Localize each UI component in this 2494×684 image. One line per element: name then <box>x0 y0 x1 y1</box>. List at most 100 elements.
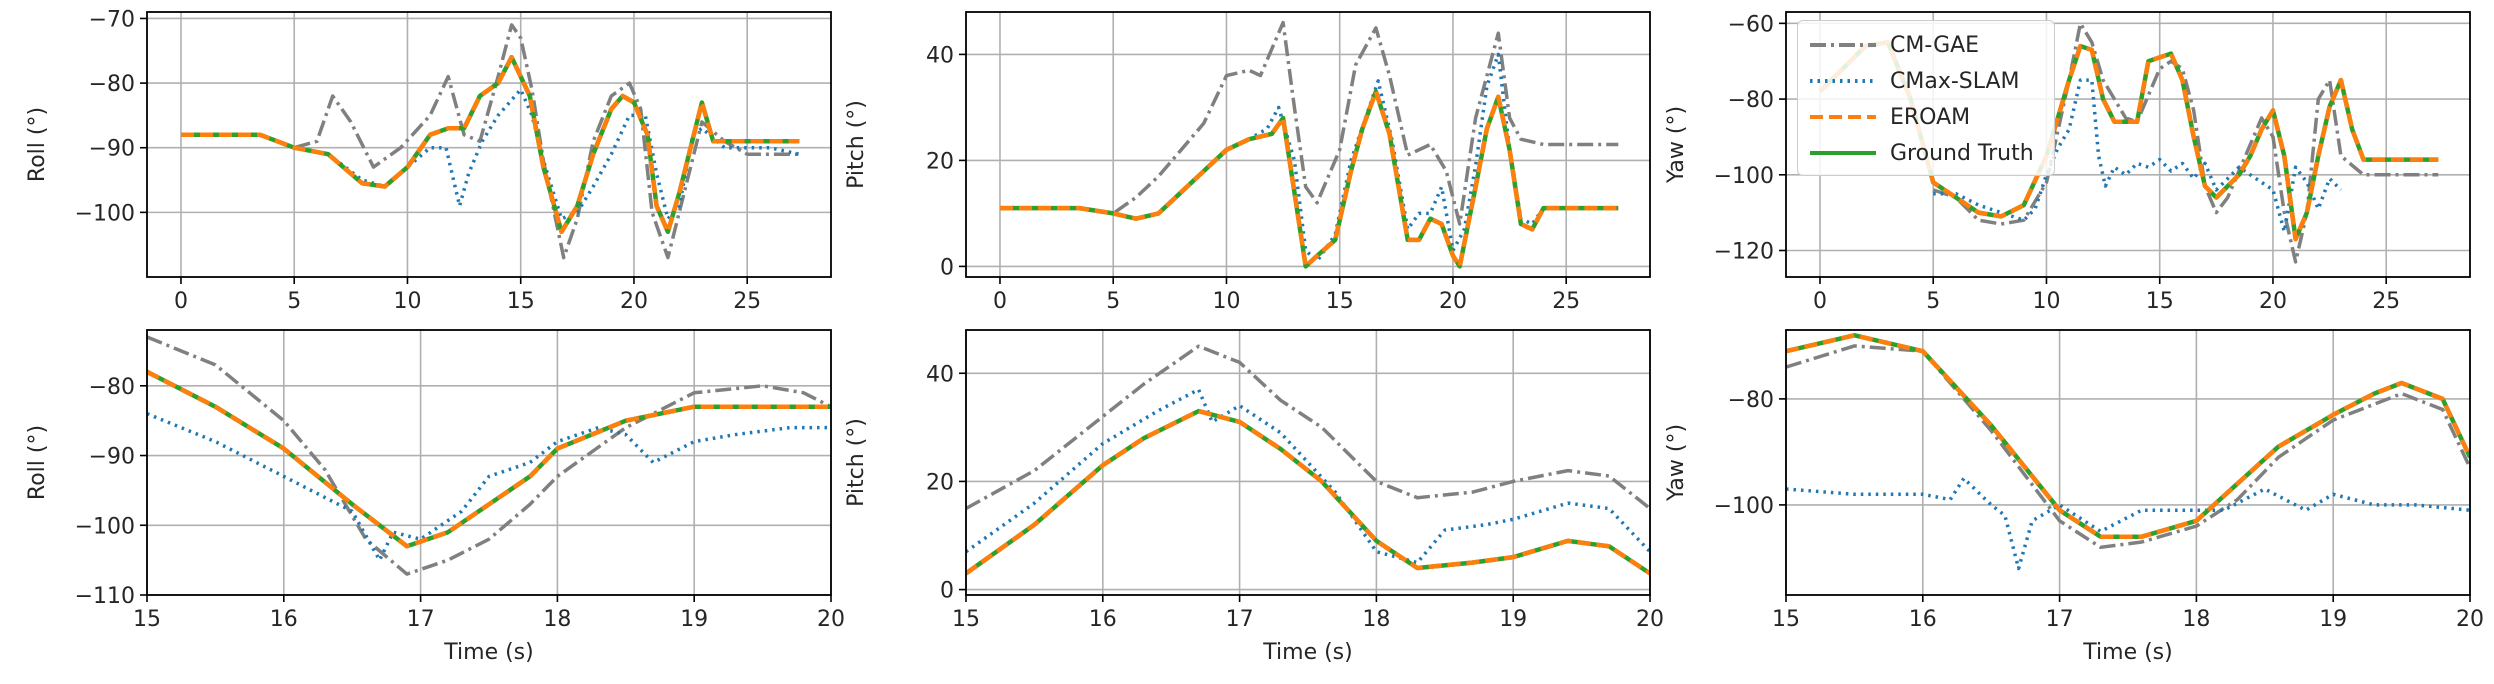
series-line-eroam <box>147 369 831 549</box>
y-tick-label: −110 <box>75 584 135 609</box>
y-axis-label: Pitch (°) <box>844 418 869 507</box>
y-tick-label: 40 <box>926 362 954 387</box>
y-tick-label: −80 <box>89 375 135 400</box>
y-tick-label: −80 <box>1728 88 1774 113</box>
x-tick-label: 15 <box>1772 607 1800 632</box>
legend-line-cm-gae <box>1810 43 1876 47</box>
x-tick-label: 20 <box>2259 289 2287 314</box>
x-tick-label: 19 <box>2319 607 2347 632</box>
x-tick-label: 15 <box>2146 289 2174 314</box>
subplot-5: 15 16 17 18 19 20 0 20 40 Pitch (°) Time (s) <box>844 329 1664 665</box>
subplot-4: 15 16 17 18 19 20 −110 −100 −90 −80 Roll (°) Time (… <box>25 329 845 665</box>
x-tick-label: 17 <box>1226 607 1254 632</box>
subplot-2: 0 5 10 15 20 25 0 20 40 Pitch (°) <box>844 11 1651 314</box>
y-tick-label: −70 <box>89 7 135 32</box>
x-tick-label: 5 <box>1106 289 1120 314</box>
legend-item-eroam: EROAM <box>1808 99 2044 135</box>
y-tick-label: 20 <box>926 149 954 174</box>
x-tick-label: 18 <box>2182 607 2210 632</box>
series-line-eroam <box>966 408 1650 576</box>
x-tick-label: 15 <box>1326 289 1354 314</box>
x-tick-label: 5 <box>1926 289 1940 314</box>
x-tick-label: 20 <box>1636 607 1664 632</box>
y-tick-label: 0 <box>940 255 954 280</box>
y-axis-label: Pitch (°) <box>844 100 869 189</box>
axes-frame <box>1785 329 2471 596</box>
x-tick-label: 20 <box>817 607 845 632</box>
x-tick-label: 17 <box>407 607 435 632</box>
x-tick-label: 25 <box>1552 289 1580 314</box>
x-tick-label: 15 <box>952 607 980 632</box>
x-tick-label: 16 <box>1909 607 1937 632</box>
y-tick-label: −100 <box>1714 494 1774 519</box>
x-tick-label: 15 <box>133 607 161 632</box>
legend-item-cmax-slam: CMax-SLAM <box>1808 63 2044 99</box>
series-line-eroam <box>1818 40 2439 242</box>
subplot-1: 0 5 10 15 20 25 −100 −90 −80 −70 Roll (°) <box>25 7 832 314</box>
y-tick-label: −90 <box>89 445 135 470</box>
series-line-cmax-slam <box>1786 476 2470 571</box>
y-tick-label: 20 <box>926 470 954 495</box>
x-axis-label: Time (s) <box>1262 640 1352 665</box>
series-line-ground-truth <box>147 369 831 549</box>
series-line-cm-gae <box>966 344 1650 511</box>
legend-line-eroam <box>1810 115 1876 119</box>
series-line-eroam <box>1000 89 1619 269</box>
x-tick-label: 25 <box>2372 289 2400 314</box>
legend-line-cmax-slam <box>1810 79 1876 83</box>
series-line-ground-truth <box>1786 333 2470 539</box>
series-group <box>966 344 1650 576</box>
x-tick-label: 10 <box>1212 289 1240 314</box>
y-tick-label: −80 <box>1728 388 1774 413</box>
x-axis-label: Time (s) <box>443 640 533 665</box>
series-line-cm-gae <box>1932 21 2439 264</box>
series-line-cmax-slam <box>1933 78 2343 234</box>
x-tick-label: 0 <box>174 289 188 314</box>
y-axis-label: Yaw (°) <box>1664 424 1689 502</box>
y-axis-label: Yaw (°) <box>1664 106 1689 184</box>
axes-frame <box>1785 11 2471 278</box>
x-tick-label: 5 <box>287 289 301 314</box>
x-tick-label: 10 <box>393 289 421 314</box>
y-tick-label: −100 <box>75 514 135 539</box>
x-tick-label: 20 <box>620 289 648 314</box>
y-tick-label: 0 <box>940 579 954 604</box>
x-tick-label: 18 <box>543 607 571 632</box>
series-line-cm-gae <box>147 335 831 576</box>
y-tick-label: −80 <box>89 72 135 97</box>
y-tick-label: −60 <box>1728 12 1774 37</box>
x-tick-label: 15 <box>507 289 535 314</box>
legend-label-eroam: EROAM <box>1890 104 1971 130</box>
x-tick-label: 16 <box>270 607 298 632</box>
x-axis-label: Time (s) <box>2082 640 2172 665</box>
x-tick-label: 18 <box>1362 607 1390 632</box>
series-line-eroam <box>1786 333 2470 539</box>
series-line-cm-gae <box>1786 344 2470 550</box>
axes-frame <box>146 329 832 596</box>
series-line-cmax-slam <box>966 387 1650 565</box>
y-tick-label: 40 <box>926 43 954 68</box>
series-line-cm-gae <box>181 23 800 260</box>
series-line-cmax-slam <box>147 412 831 562</box>
legend-item-cm-gae: CM-GAE <box>1808 27 2044 63</box>
series-line-eroam <box>181 54 800 235</box>
legend-label-ground-truth: Ground Truth <box>1890 140 2034 166</box>
y-axis-label: Roll (°) <box>25 425 50 500</box>
x-tick-label: 10 <box>2032 289 2060 314</box>
legend-label-cmax-slam: CMax-SLAM <box>1890 68 2020 94</box>
subplot-6: 15 16 17 18 19 20 −100 −80 Yaw (°) Time (s) <box>1664 329 2484 665</box>
x-tick-label: 16 <box>1089 607 1117 632</box>
legend-line-ground-truth <box>1810 151 1876 155</box>
y-axis-label: Roll (°) <box>25 107 50 182</box>
series-line-cm-gae <box>1000 20 1619 226</box>
legend-label-cm-gae: CM-GAE <box>1890 32 1980 58</box>
series-group <box>181 23 800 260</box>
series-line-ground-truth <box>1000 89 1619 269</box>
x-tick-label: 0 <box>993 289 1007 314</box>
y-tick-label: −120 <box>1714 240 1774 265</box>
series-group <box>1786 333 2470 571</box>
x-tick-label: 20 <box>2456 607 2484 632</box>
legend-item-ground-truth: Ground Truth <box>1808 135 2044 171</box>
x-tick-label: 25 <box>733 289 761 314</box>
x-tick-label: 19 <box>1499 607 1527 632</box>
